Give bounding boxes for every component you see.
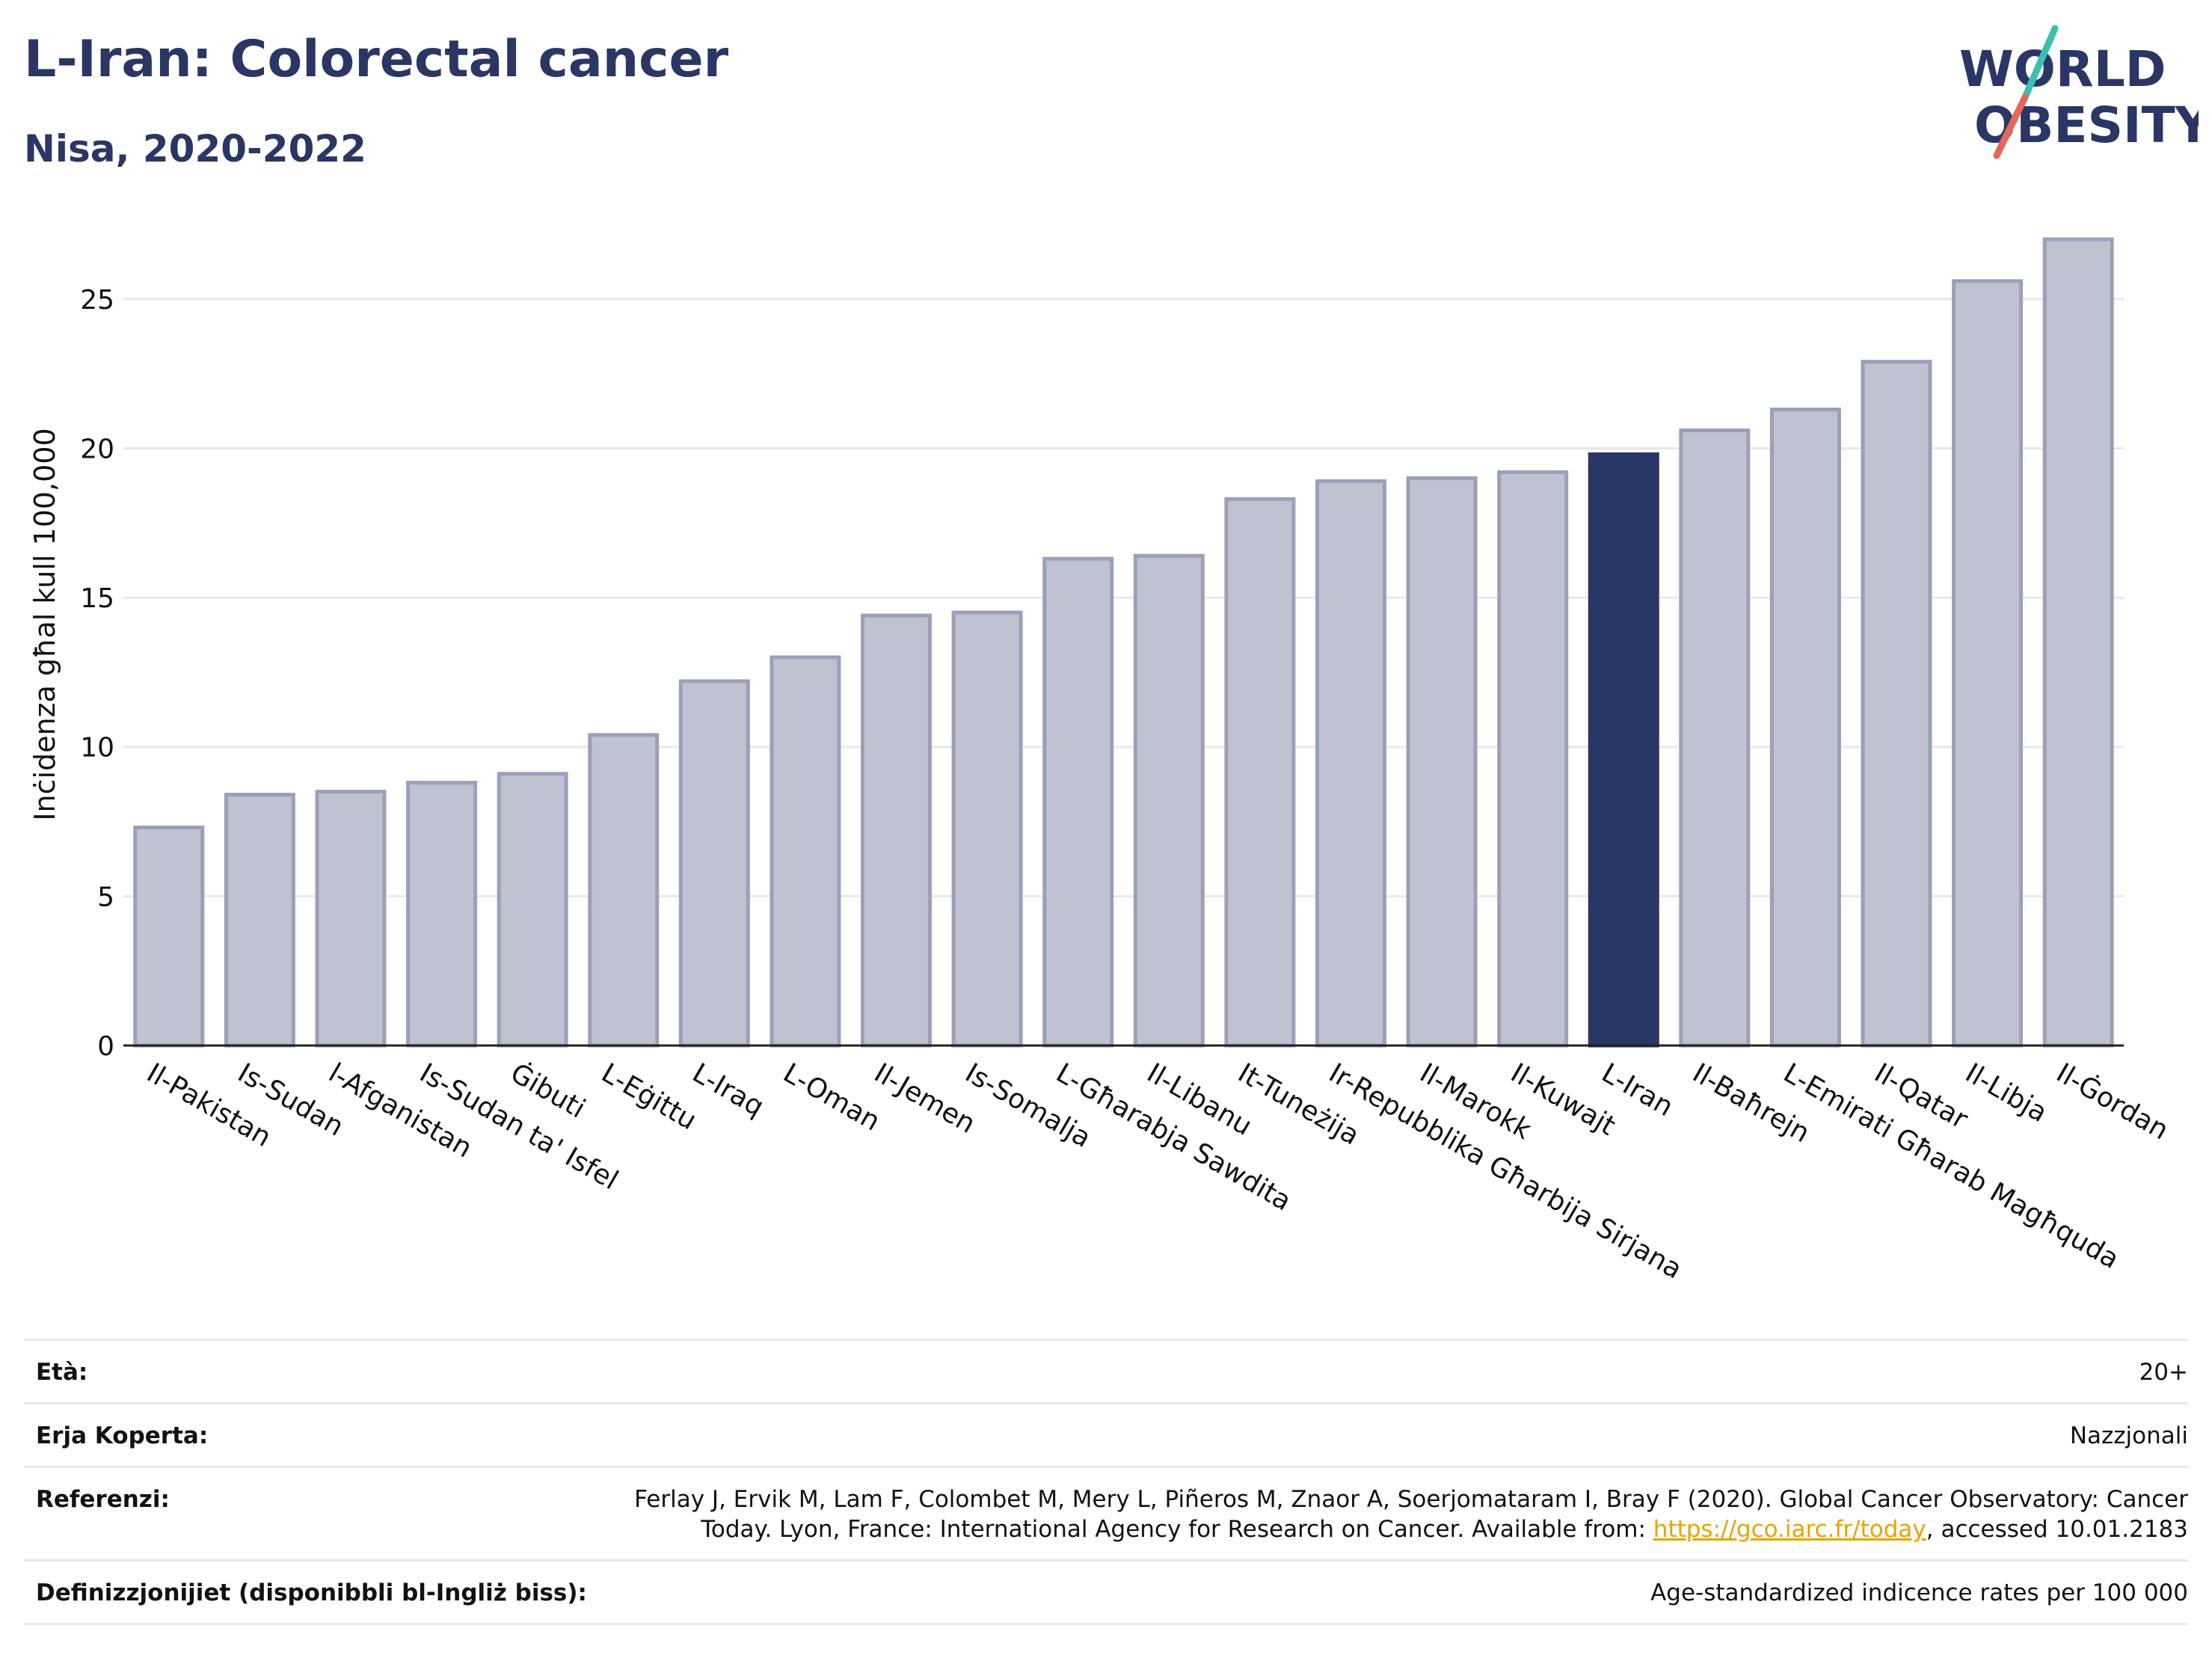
bar (1133, 553, 1205, 1048)
bar-highlighted (1588, 452, 1659, 1048)
logo-line1: WORLD (1959, 40, 2166, 98)
logo-slash-red (1993, 93, 2029, 159)
bar (1224, 497, 1296, 1048)
bar (1679, 428, 1751, 1048)
bar (224, 793, 295, 1048)
y-tick-label: 25 (80, 285, 114, 316)
definitions-label: Definizzjonijiet (disponibbli bl-Ingliż … (36, 1579, 587, 1606)
bar (1861, 360, 1932, 1048)
bar (588, 733, 660, 1048)
age-label: Età: (36, 1359, 88, 1386)
x-tick-label: L-Oman (778, 1057, 885, 1137)
y-tick-label: 15 (80, 583, 114, 614)
chart-subtitle: Nisa, 2020-2022 (24, 127, 366, 171)
bar (1406, 476, 1478, 1048)
bar (1497, 470, 1569, 1048)
y-axis-label: Inċidenza għal kull 100,000 (28, 428, 61, 820)
meta-row-definitions: Definizzjonijiet (disponibbli bl-Ingliż … (24, 1559, 2188, 1625)
bar (2042, 237, 2114, 1048)
y-tick-label: 0 (97, 1031, 114, 1062)
bar (1042, 556, 1114, 1048)
x-tick-label: Il-Libja (1960, 1057, 2052, 1129)
world-obesity-logo: WORLD OBESITY (1959, 25, 2199, 159)
bar (861, 613, 933, 1048)
x-tick-label: Il-Jemen (869, 1057, 980, 1140)
y-tick-label: 20 (80, 434, 114, 464)
age-value: 20+ (2139, 1359, 2188, 1386)
definitions-value: Age-standardized indicence rates per 100… (1650, 1579, 2188, 1606)
bar (406, 781, 478, 1048)
reference-text: Ferlay J, Ervik M, Lam F, Colombet M, Me… (634, 1486, 2188, 1543)
metadata-table: Età: 20+ Erja Koperta: Nazzjonali Refere… (24, 1339, 2188, 1625)
x-tick-label: Il-Ġordan (2051, 1057, 2174, 1146)
y-tick-label: 10 (80, 733, 114, 764)
y-tick-label: 5 (97, 882, 114, 912)
x-tick-label: L-Eġittu (596, 1057, 701, 1136)
logo-slash-teal (2021, 25, 2059, 101)
bar (1769, 408, 1841, 1048)
bar (133, 826, 205, 1048)
bar (497, 772, 568, 1048)
bars-layer (133, 237, 2114, 1048)
bar (1952, 279, 2024, 1048)
bar (1315, 479, 1386, 1048)
bar-chart: 0510152025Il-PakistanIs-Sudanl-Afganista… (28, 237, 2174, 1286)
references-label: Referenzi: (36, 1486, 170, 1513)
bar (678, 679, 750, 1048)
reference-link[interactable]: https://gco.iarc.fr/today (1653, 1516, 1926, 1543)
bar (315, 790, 387, 1048)
area-label: Erja Koperta: (36, 1422, 209, 1449)
bar (951, 610, 1023, 1048)
bar (769, 655, 841, 1048)
references-value: Ferlay J, Ervik M, Lam F, Colombet M, Me… (558, 1484, 2188, 1544)
axis-layer: 0510152025Il-PakistanIs-Sudanl-Afganista… (80, 285, 2174, 1286)
area-value: Nazzjonali (2069, 1422, 2188, 1449)
meta-row-references: Referenzi: Ferlay J, Ervik M, Lam F, Col… (24, 1466, 2188, 1559)
reference-suffix: , accessed 10.01.2183 (1926, 1516, 2188, 1543)
chart-title: L-Iran: Colorectal cancer (24, 30, 729, 89)
meta-row-age: Età: 20+ (24, 1339, 2188, 1402)
meta-row-area: Erja Koperta: Nazzjonali (24, 1402, 2188, 1466)
